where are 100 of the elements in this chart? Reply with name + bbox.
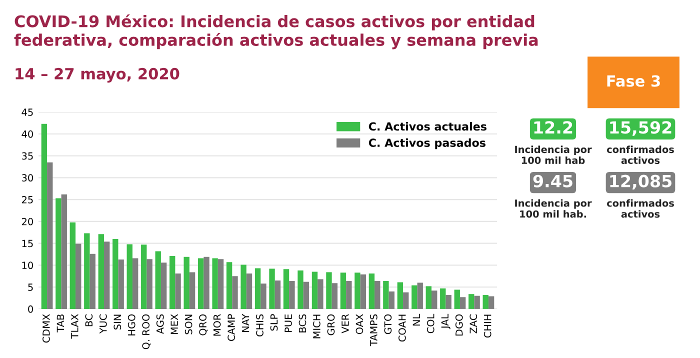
x-tick-label: BC [85, 314, 93, 326]
x-tick-label: MOR [213, 314, 221, 336]
legend-label: C. Activos pasados [368, 138, 486, 150]
bar [426, 286, 432, 309]
bar [126, 244, 132, 309]
bar [218, 259, 224, 309]
x-tick-label: QRO [199, 314, 208, 336]
x-tick-label: GTO [384, 314, 392, 334]
bar [240, 264, 246, 309]
bar [468, 294, 474, 309]
bar [274, 280, 281, 309]
bar [260, 284, 266, 309]
bar [104, 242, 110, 309]
x-tick-label: DGO [455, 314, 463, 336]
bar [326, 272, 332, 309]
x-tick-label: COL [426, 314, 434, 334]
bar [254, 268, 261, 309]
bar [70, 222, 76, 309]
y-tick-label: 5 [28, 284, 33, 291]
bar [482, 294, 488, 309]
bar [403, 292, 409, 309]
bar [432, 290, 438, 309]
x-tick-label: AGS [156, 314, 164, 334]
y-tick-label: 30 [22, 174, 33, 182]
text: 15,592 [610, 121, 672, 136]
x-tick-label: Q. ROO [142, 314, 151, 350]
bar [269, 268, 275, 309]
y-tick-label: 15 [22, 240, 33, 248]
bar [368, 274, 375, 309]
x-tick-label: TAB [56, 314, 64, 332]
x-tick-label: CDMX [42, 314, 50, 343]
y-tick-label: 40 [22, 130, 33, 138]
bar [412, 285, 418, 309]
x-tick-label: SIN [114, 314, 122, 330]
bar [232, 276, 238, 309]
text: 12.2 [534, 121, 572, 134]
x-tick-label: MEX [170, 314, 178, 334]
bar [346, 280, 352, 309]
x-tick-label: HGO [128, 314, 136, 336]
bar [318, 279, 324, 309]
x-tick-label: TLAX [71, 314, 78, 339]
x-tick-label: CHIS [256, 314, 264, 336]
bar [289, 280, 295, 309]
x-tick-label: TAMPS [370, 314, 378, 346]
bar [298, 270, 304, 309]
text: Incidencia por 100 mil hab. [515, 199, 592, 218]
bar [488, 296, 494, 309]
bar [374, 280, 380, 309]
bar [204, 256, 210, 309]
x-tick-label: YUC [99, 314, 107, 334]
x-tick-label: SON [184, 314, 192, 334]
bar [246, 274, 252, 309]
text: Fase 3 [607, 75, 660, 87]
x-tick-label: OAX [356, 314, 364, 334]
bar [340, 272, 346, 309]
bar [354, 272, 360, 309]
bar [440, 288, 446, 309]
legend-label: C. Activos actuales [368, 122, 486, 131]
bar [132, 258, 138, 309]
bar [141, 244, 147, 309]
bar [189, 272, 196, 309]
bar [312, 272, 318, 309]
bar [41, 124, 48, 309]
x-tick-label: COAH [398, 314, 406, 342]
text: confirmados activos [607, 146, 674, 164]
bar [90, 254, 96, 309]
bar [112, 238, 118, 309]
bar [446, 294, 452, 309]
bar [61, 194, 67, 309]
x-tick-label: SLP [270, 314, 278, 331]
x-tick-label: NAY [242, 314, 250, 332]
x-tick-label: CHIH [484, 314, 492, 338]
bar [212, 258, 218, 309]
y-tick-label: 25 [22, 196, 33, 204]
y-tick-label: 10 [22, 262, 33, 270]
bar [383, 280, 389, 309]
bar [175, 274, 181, 309]
bar [397, 282, 404, 309]
bar [47, 162, 53, 309]
bar [198, 258, 204, 309]
x-tick-label: VER [342, 314, 349, 334]
bar [84, 233, 90, 309]
x-tick-label: BCS [298, 314, 306, 332]
x-tick-label: CAMP [228, 314, 235, 341]
x-tick-label: GRO [327, 314, 335, 336]
x-tick-label: MICH [313, 314, 320, 338]
x-tick-label: JAL [441, 314, 450, 330]
bar [332, 283, 338, 309]
y-tick-label: 45 [22, 108, 33, 116]
bar [56, 198, 62, 309]
chart-title: COVID-19 México: Incidencia de casos activos por entidad federativa, comparación activos actuales y semana previa [14, 14, 538, 50]
bar [226, 262, 232, 309]
chart-subtitle: 14 – 27 mayo, 2020 [16, 68, 180, 83]
bar [283, 269, 290, 309]
y-tick-label: 35 [22, 152, 33, 160]
y-tick-label: 0 [28, 305, 33, 313]
bar [474, 296, 480, 309]
text: confirmados activos [607, 199, 674, 218]
text: 9.45 [533, 174, 572, 188]
y-tick-label: 20 [22, 218, 33, 226]
